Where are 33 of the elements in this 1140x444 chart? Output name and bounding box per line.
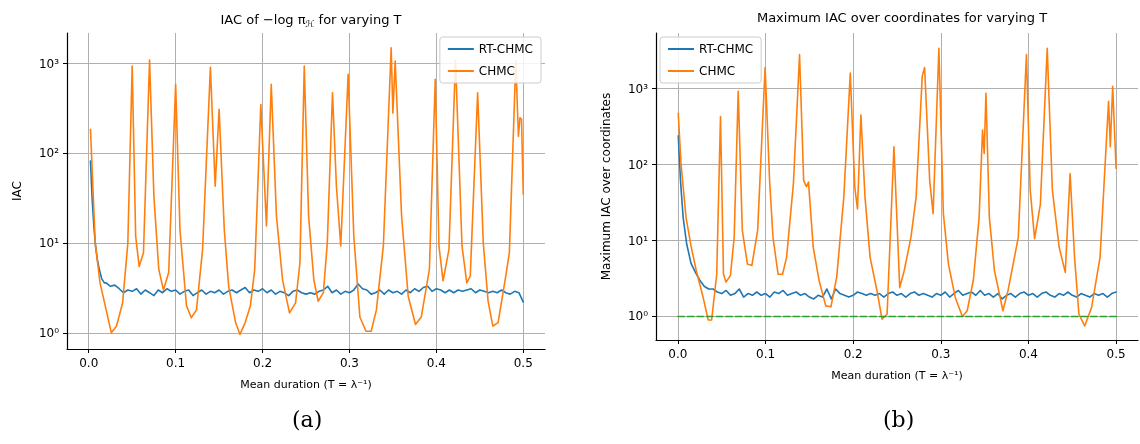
y-tick-label: 10⁰	[38, 325, 60, 340]
x-axis-title: Mean duration (T = λ⁻¹)	[831, 369, 963, 382]
x-axis-title: Mean duration (T = λ⁻¹)	[240, 378, 372, 391]
y-axis-title: IAC	[10, 181, 24, 201]
legend-label: RT-CHMC	[699, 42, 754, 56]
line-series	[677, 134, 1117, 300]
y-tick-label: 10³	[38, 56, 60, 71]
y-tick-label: 10²	[627, 157, 649, 172]
x-tick-label: 0.2	[253, 356, 273, 370]
x-tick-label: 0.0	[79, 356, 99, 370]
chart-title: Maximum IAC over coordinates for varying T	[756, 10, 1048, 25]
legend-label: CHMC	[699, 64, 736, 78]
y-tick-label: 10²	[38, 146, 60, 161]
x-tick-label: 0.1	[756, 347, 776, 361]
y-tick-label: 10¹	[627, 233, 649, 248]
x-tick-label: 0.1	[166, 356, 186, 370]
legend-label: CHMC	[478, 64, 515, 78]
line-series	[89, 160, 525, 303]
y-tick-label: 10⁰	[627, 309, 649, 324]
x-tick-label: 0.4	[426, 356, 446, 370]
y-tick-label: 10³	[627, 81, 649, 96]
y-axis-title: Maximum IAC over coordinates	[599, 92, 613, 281]
text: (a)	[292, 406, 323, 432]
x-tick-label: 0.5	[1106, 347, 1126, 361]
legend-label: RT-CHMC	[478, 42, 534, 56]
x-tick-label: 0.5	[513, 356, 533, 370]
x-tick-label: 0.0	[668, 347, 688, 361]
text: (b)	[883, 406, 915, 432]
x-tick-label: 0.2	[843, 347, 863, 361]
x-tick-label: 0.4	[1018, 347, 1038, 361]
y-tick-label: 10¹	[38, 236, 60, 251]
x-tick-label: 0.3	[339, 356, 359, 370]
x-tick-label: 0.3	[931, 347, 951, 361]
